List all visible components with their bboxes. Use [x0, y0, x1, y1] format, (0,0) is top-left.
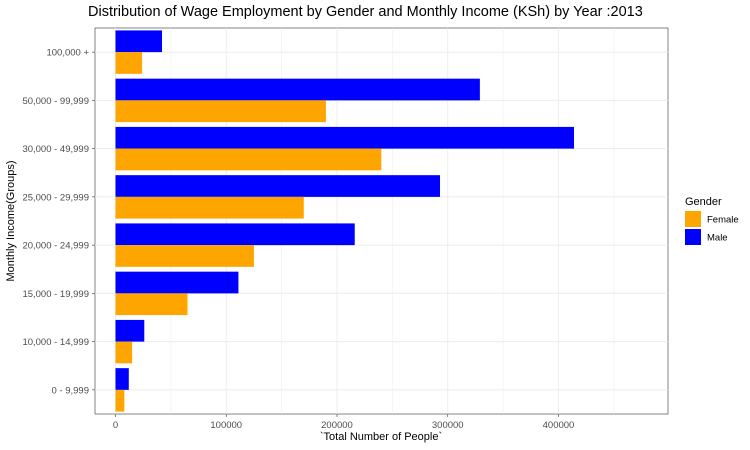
bar-female [115, 245, 254, 267]
legend: Gender Female Male [685, 196, 739, 245]
y-tick-label: 50,000 - 99,999 [22, 96, 89, 107]
bar-female [115, 52, 143, 74]
bar-male [115, 78, 480, 101]
bar-female [115, 196, 304, 219]
chart-title: Distribution of Wage Employment by Gende… [88, 4, 643, 20]
bar-female [115, 100, 326, 123]
bar-male [115, 319, 145, 342]
y-tick-label: 10,000 - 14,999 [22, 337, 89, 348]
legend-title: Gender [685, 196, 722, 208]
legend-label-female: Female [707, 215, 739, 226]
bar-male [115, 223, 355, 246]
y-tick-label: 0 - 9,999 [52, 385, 90, 396]
bar-male [115, 175, 440, 197]
legend-swatch-male [685, 229, 701, 245]
legend-items: Female Male [685, 211, 739, 245]
bar-female [115, 148, 382, 171]
y-axis-title: Monthly Income(Groups) [5, 160, 17, 281]
bar-male [115, 368, 129, 390]
y-tick-label: 30,000 - 49,999 [22, 144, 89, 155]
y-tick-label: 15,000 - 19,999 [22, 289, 89, 300]
legend-swatch-female [685, 211, 701, 227]
x-axis-title: `Total Number of People` [320, 431, 442, 443]
x-axis-ticks: 0 100000 200000 300000 400000 [113, 414, 575, 431]
x-tick-label: 0 [113, 420, 118, 431]
legend-label-male: Male [707, 233, 728, 244]
bar-female [115, 389, 125, 412]
bars [115, 30, 575, 412]
bar-male [115, 271, 239, 294]
x-tick-label: 300000 [432, 420, 464, 431]
x-tick-label: 100000 [210, 420, 242, 431]
y-axis-ticks: 0 - 9,999 10,000 - 14,999 15,000 - 19,999 2… [22, 48, 95, 396]
bar-male [115, 126, 575, 149]
x-tick-label: 200000 [321, 420, 353, 431]
x-tick-label: 400000 [543, 420, 575, 431]
bar-male [115, 30, 163, 53]
bar-female [115, 293, 188, 316]
y-tick-label: 20,000 - 24,999 [22, 241, 89, 252]
y-tick-label: 25,000 - 29,999 [22, 192, 89, 203]
y-tick-label: 100,000 + [46, 48, 89, 59]
bar-female [115, 341, 133, 364]
